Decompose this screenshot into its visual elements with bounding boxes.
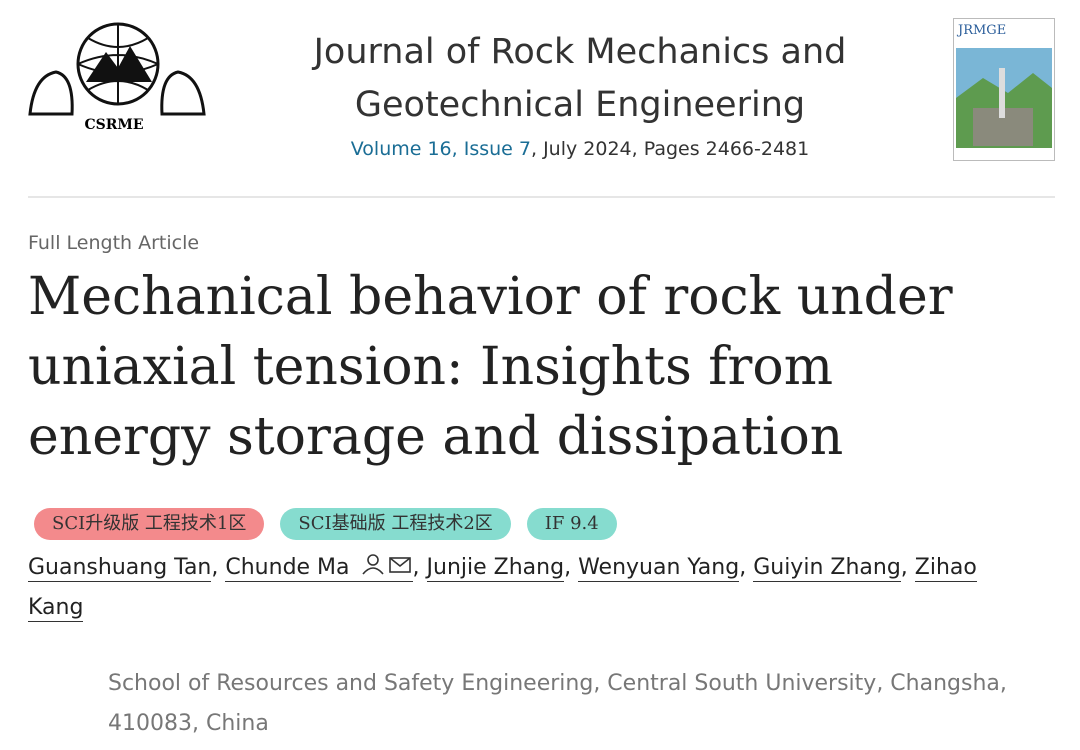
badges: SCI升级版 工程技术1区 SCI基础版 工程技术2区 IF 9.4 xyxy=(34,508,617,540)
author-link[interactable]: Guanshuang Tan xyxy=(28,555,212,582)
separator: , xyxy=(900,555,908,580)
volume-line: Volume 16, Issue 7, July 2024, Pages 246… xyxy=(260,138,900,160)
author-icons[interactable] xyxy=(357,554,413,576)
article-title: Mechanical behavior of rock under uniaxi… xyxy=(28,267,953,467)
badge[interactable]: IF 9.4 xyxy=(526,508,617,540)
logo: CSRME xyxy=(28,22,206,133)
journal-title-line: Geotechnical Engineering xyxy=(354,85,806,125)
journal-title[interactable]: Journal of Rock Mechanics and Geotechnic… xyxy=(260,26,900,132)
author-link[interactable]: Junjie Zhang xyxy=(426,555,565,582)
author-link[interactable]: Zihao Kang xyxy=(28,555,977,622)
volume-info: , July 2024, Pages 2466-2481 xyxy=(531,138,810,160)
cover-image[interactable]: JRMGE xyxy=(953,18,1055,161)
logo-text: CSRME xyxy=(84,117,143,133)
author-link[interactable]: Chunde Ma xyxy=(225,554,413,582)
authors: Guanshuang Tan, Chunde Ma , Junjie Zhang… xyxy=(28,548,988,628)
separator: , xyxy=(211,555,219,580)
separator: , xyxy=(412,555,420,580)
separator: , xyxy=(739,555,747,580)
volume-link[interactable]: Volume 16, Issue 7 xyxy=(350,138,531,160)
divider xyxy=(28,196,1055,198)
author-link[interactable]: Guiyin Zhang xyxy=(753,555,901,582)
article-type: Full Length Article xyxy=(28,232,200,254)
separator: , xyxy=(564,555,572,580)
affiliation: School of Resources and Safety Engineeri… xyxy=(108,671,1007,736)
author-link[interactable]: Wenyuan Yang xyxy=(578,555,740,582)
badge[interactable]: SCI基础版 工程技术2区 xyxy=(280,508,511,540)
cover-title: JRMGE xyxy=(956,23,1006,38)
journal-title-line: Journal of Rock Mechanics and xyxy=(313,32,847,72)
badge[interactable]: SCI升级版 工程技术1区 xyxy=(34,508,265,540)
